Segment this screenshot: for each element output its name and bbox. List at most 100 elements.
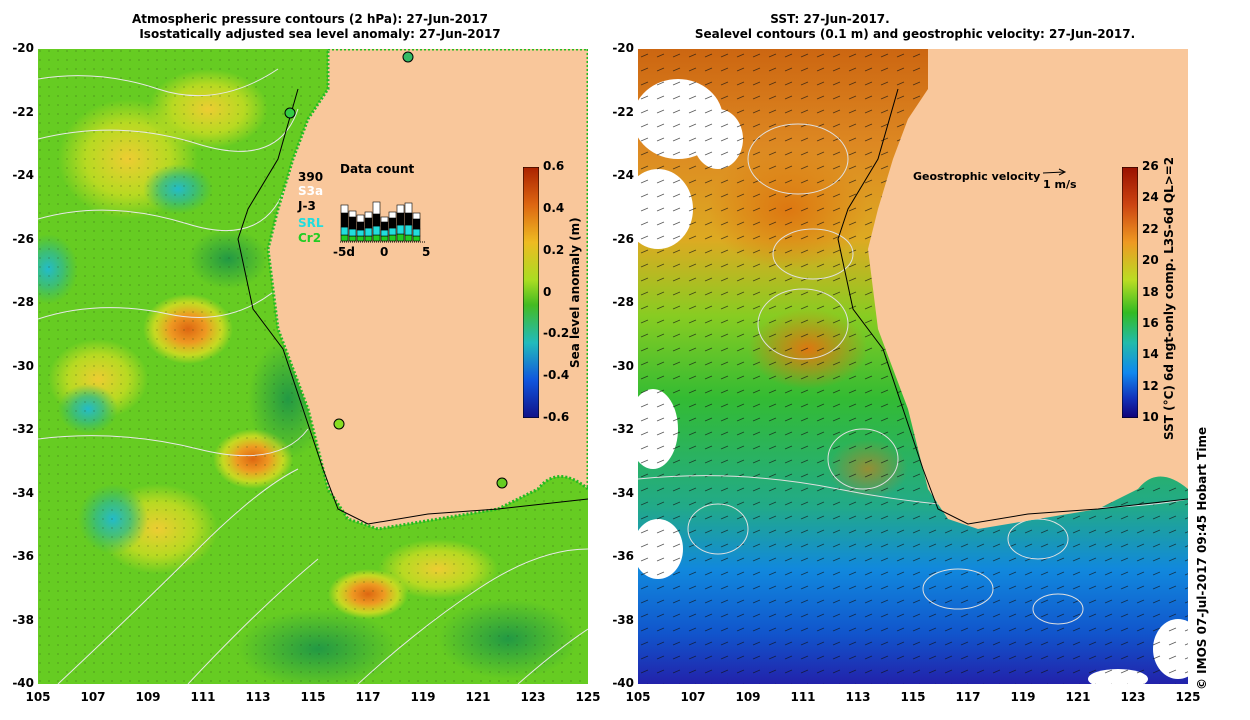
right_panel-ytick: -24 [612, 168, 634, 182]
right_panel-colorbar-tick: 16 [1142, 315, 1159, 330]
data-count-bar [396, 204, 405, 214]
legend-srl: SRL [298, 216, 324, 230]
data-count-bar [412, 218, 421, 230]
left_panel-colorbar-tick: -0.6 [543, 410, 570, 424]
right_panel-ytick: -32 [612, 422, 634, 436]
sst-colorbar-label: SST (°C) 6d ngt-only comp. L3S-6d QL>=2 [1162, 156, 1176, 440]
left_panel-ytick: -22 [12, 104, 34, 119]
left_panel-colorbar-tick: -0.2 [543, 326, 570, 341]
data-count-bar [372, 213, 381, 227]
left_panel-ytick: -30 [12, 358, 34, 373]
data-count-bar [348, 210, 357, 218]
right_panel-ytick: -34 [612, 485, 634, 500]
left_panel-ytick: -24 [12, 168, 34, 182]
data-count-bar [388, 217, 397, 229]
sla-colorbar-label: Sea level anomaly (m) [568, 217, 582, 368]
right-title-line1: SST: 27-Jun-2017. [770, 12, 890, 26]
left_panel-ytick: -34 [12, 485, 34, 500]
data-count-bar [356, 235, 365, 242]
right_panel-xtick: 115 [900, 690, 926, 704]
right_panel-xtick: 109 [735, 690, 761, 704]
data-count-bar [364, 211, 373, 219]
left_panel-ytick: -40 [12, 676, 34, 690]
left_panel-colorbar-tick: 0.4 [543, 200, 565, 215]
sla-colorbar [523, 167, 539, 418]
velocity-scale-arrow [1042, 168, 1067, 176]
right_panel-colorbar-tick: 24 [1142, 190, 1159, 205]
data-count-bar [380, 221, 389, 231]
left_panel-xtick: 107 [80, 690, 106, 704]
data-count-bar [380, 229, 389, 237]
data-count-bars [340, 201, 426, 243]
right_panel-colorbar-tick: 18 [1142, 284, 1159, 299]
left-title-line1: Atmospheric pressure contours (2 hPa): 2… [131, 12, 489, 26]
left_panel-ytick: -38 [12, 612, 34, 627]
left_panel-xtick: 119 [410, 690, 436, 704]
data-count-bar [404, 202, 413, 214]
left_panel-xtick: 123 [520, 690, 546, 704]
right_panel-colorbar-tick: 10 [1142, 410, 1159, 424]
data-count-bar [348, 228, 357, 237]
data-count-bar [364, 235, 373, 242]
right_panel-ytick: -36 [612, 549, 634, 563]
data-count-bar [340, 226, 349, 236]
left_panel-xtick: 115 [300, 690, 326, 704]
right_panel-xtick: 121 [1065, 690, 1091, 704]
right_panel-colorbar-tick: 14 [1142, 347, 1159, 362]
dc-xtick-2: 5 [422, 245, 431, 259]
velocity-scale-label: 1 m/s [1043, 178, 1077, 191]
data-count-bar [356, 229, 365, 237]
right_panel-ytick: -40 [612, 676, 634, 690]
left_panel-xtick: 117 [355, 690, 381, 704]
tide-gauge-marker [402, 51, 414, 63]
right-sst-map [638, 49, 1188, 684]
right_panel-ytick: -30 [612, 358, 634, 373]
right_panel-xtick: 105 [625, 690, 651, 704]
left_panel-ytick: -20 [12, 41, 34, 55]
data-count-bar [380, 235, 389, 242]
left_panel-ytick: -36 [12, 549, 34, 563]
data-count-bar [348, 216, 357, 230]
data-count-bar [404, 212, 413, 226]
right_panel-xtick: 123 [1120, 690, 1146, 704]
right_panel-ytick: -38 [612, 612, 634, 627]
data-count-bar [340, 212, 349, 228]
right_panel-ytick: -28 [612, 295, 634, 309]
left-title-line2: Isostatically adjusted sea level anomaly… [139, 27, 501, 41]
data-count-bar [412, 235, 421, 242]
data-count-bar [388, 211, 397, 219]
data-count-bar [380, 216, 389, 223]
data-count-bar [388, 234, 397, 242]
legend-cr2: Cr2 [298, 231, 322, 245]
data-count-total: 390 [298, 170, 324, 184]
left_panel-ytick: -32 [12, 422, 34, 436]
data-count-bar [356, 214, 365, 223]
dc-xtick-1: 0 [380, 245, 389, 259]
imos-credit: © IMOS 07-Jul-2017 09:45 Hobart Time [1195, 426, 1209, 690]
right_panel-xtick: 113 [845, 690, 871, 704]
tide-gauge-marker [496, 477, 508, 489]
left_panel-xtick: 113 [245, 690, 271, 704]
dc-xtick-0: -5d [333, 245, 355, 259]
tide-gauge-marker [333, 418, 345, 430]
right_panel-colorbar-tick: 20 [1142, 253, 1159, 268]
right_panel-ytick: -20 [612, 41, 634, 55]
data-count-title: Data count [340, 162, 415, 176]
right_panel-colorbar-tick: 22 [1142, 221, 1159, 236]
right_panel-colorbar-tick: 26 [1142, 159, 1159, 173]
data-count-bar [388, 227, 397, 236]
sst-colorbar [1122, 167, 1138, 418]
data-count-bar [372, 234, 381, 242]
data-count-bar [372, 225, 381, 236]
right_panel-colorbar-tick: 12 [1142, 378, 1159, 393]
data-count-bar [404, 224, 413, 236]
data-count-bar [340, 234, 349, 242]
right_panel-ytick: -22 [612, 104, 634, 119]
right_panel-xtick: 117 [955, 690, 981, 704]
left_panel-colorbar-tick: 0.2 [543, 242, 565, 257]
right_panel-xtick: 107 [680, 690, 706, 704]
right_panel-xtick: 119 [1010, 690, 1036, 704]
data-count-bar [348, 235, 357, 242]
right_panel-ytick: -26 [612, 231, 634, 246]
right_panel-xtick: 111 [790, 690, 816, 704]
